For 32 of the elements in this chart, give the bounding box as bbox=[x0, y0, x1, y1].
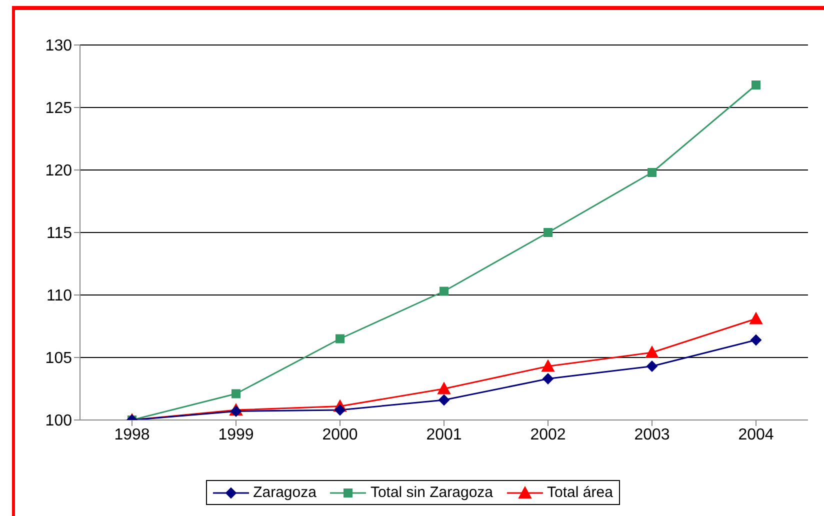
y-tick-label: 110 bbox=[46, 288, 72, 305]
x-tick-label: 2000 bbox=[322, 426, 358, 444]
point bbox=[544, 228, 552, 237]
legend-label: Zaragoza bbox=[253, 484, 316, 501]
point bbox=[646, 360, 658, 372]
y-tick-label: 100 bbox=[45, 412, 72, 430]
x-tick-label: 2003 bbox=[634, 426, 670, 444]
point bbox=[648, 168, 656, 177]
legend-label: Total sin Zaragoza bbox=[370, 484, 494, 501]
y-tick-label: 120 bbox=[45, 162, 72, 180]
y-tick-label: 105 bbox=[45, 350, 72, 368]
x-tick-label: 2002 bbox=[530, 426, 566, 444]
point bbox=[752, 80, 760, 90]
x-tick-label: 1998 bbox=[114, 426, 150, 444]
y-tick-label: 115 bbox=[46, 225, 72, 242]
point bbox=[232, 389, 240, 398]
point bbox=[438, 382, 450, 394]
point bbox=[440, 286, 448, 296]
x-tick-label: 2001 bbox=[426, 426, 462, 444]
point bbox=[438, 394, 450, 406]
point bbox=[334, 404, 346, 416]
point bbox=[646, 346, 658, 358]
point bbox=[542, 373, 554, 384]
point bbox=[336, 334, 344, 344]
legend-label: Total área bbox=[547, 484, 613, 501]
point bbox=[542, 360, 554, 372]
point bbox=[750, 334, 762, 346]
x-tick-label: 1999 bbox=[218, 426, 254, 444]
x-tick-label: 2004 bbox=[738, 426, 774, 444]
point bbox=[750, 312, 762, 324]
y-tick-label: 125 bbox=[45, 100, 72, 118]
y-tick-label: 130 bbox=[45, 38, 72, 55]
